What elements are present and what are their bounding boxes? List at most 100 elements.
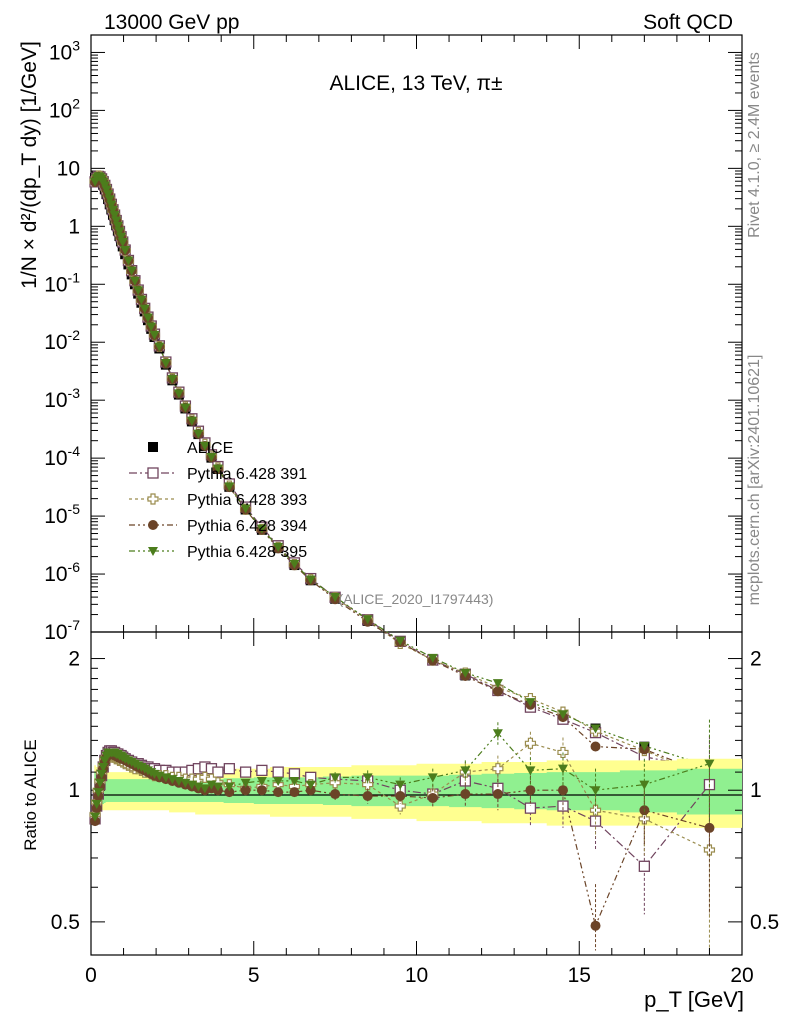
mc-point-3 [129,276,140,286]
mc-point-3 [492,679,503,689]
ratio-tick-label-right: 1 [750,779,762,802]
ratio-tick-label-right: 0.5 [750,911,779,934]
ratio-point-2 [590,920,601,931]
legend-label: Pythia 6.428 393 [187,492,307,509]
chart-title: ALICE, 13 TeV, π± [329,72,502,95]
ratio-point-3 [557,764,568,774]
mc-point-3 [639,741,650,751]
ratio-point-3 [427,773,438,783]
mc-point-3 [120,246,131,256]
mc-point-3 [136,295,147,305]
mc-point-3 [173,389,184,399]
ratio-point-2 [525,785,536,796]
mc-point-3 [111,216,122,226]
mc-point-3 [305,575,316,585]
legend-label: Pythia 6.428 391 [187,466,307,483]
ratio-point-0 [223,763,235,775]
y-tick-label: 10-4 [44,443,80,470]
mc-point-3 [590,724,601,734]
y-tick-label: 10 [57,157,80,180]
mc-point-3 [180,403,191,413]
y-tick-label: 103 [49,37,80,64]
main-data-points [90,170,715,775]
mc-point-3 [186,416,197,426]
ratio-point-0 [589,815,602,827]
ratio-point-3 [96,769,107,779]
mc-point-3 [212,464,223,474]
ratio-point-3 [94,778,105,788]
x-tick-label: 10 [405,964,428,987]
mcplots-label: mcplots.cern.ch [arXiv:2401.10621] [746,355,763,606]
ratio-point-1 [394,800,406,812]
mc-point-3 [160,358,171,368]
ratio-uncertainty-bands [94,758,743,828]
ratio-point-3 [590,786,601,796]
ratio-point-2 [224,787,235,798]
mc-point-3 [112,221,123,231]
mc-point-3 [167,374,178,384]
ratio-point-3 [240,778,251,788]
legend-marker [147,493,159,505]
mc-point-3 [224,482,235,492]
y-tick-label: 102 [49,95,80,122]
x-tick-label: 20 [730,964,753,987]
ratio-point-3 [639,780,650,790]
ratio-point-3 [525,766,536,776]
main-panel-frame [90,34,743,633]
mc-point-3 [460,668,471,678]
mc-point-3 [106,200,117,210]
ratio-tick-label: 1 [68,779,80,802]
mc-point-3 [273,542,284,552]
y-tick-label: 10-2 [44,327,80,354]
ratio-point-0 [638,860,650,872]
mc-point-3 [427,653,438,663]
mc-point-3 [123,256,134,266]
mc-point-3 [107,205,118,215]
legend-label: Pythia 6.428 395 [187,544,307,561]
ratio-point-2 [704,822,715,833]
ratio-point-3 [98,762,109,772]
header-right: Soft QCD [643,11,733,34]
y-tick-label: 10-3 [44,385,80,412]
ratio-point-2 [362,791,373,802]
header-left: 13000 GeV pp [104,11,239,34]
legend-label: ALICE [187,440,233,457]
ratio-point-3 [273,776,284,786]
legend-marker [148,547,158,556]
y-tick-label: 10-1 [44,269,80,296]
y-tick-label: 10-6 [44,559,80,586]
x-axis-label: p_T [GeV] [644,987,744,1012]
ratio-point-2 [557,785,568,796]
x-tick-label: 0 [85,964,97,987]
ratio-point-3 [704,759,715,769]
ratio-point-3 [289,776,300,786]
mc-point-3 [104,195,115,205]
ratio-point-2 [330,789,341,800]
ratio-point-1 [199,771,211,783]
ratio-point-2 [273,787,284,798]
y-tick-label: 1 [68,215,80,238]
mc-point-3 [240,504,251,514]
ratio-point-3 [199,784,210,794]
ratio-point-2 [492,789,503,800]
legend-marker [148,442,158,452]
mc-point-3 [154,342,165,352]
ratio-point-2 [256,785,267,796]
y-tick-label: 10-7 [44,617,80,644]
mc-point-3 [193,429,204,439]
ratio-y-axis-label: Ratio to ALICE [21,739,40,851]
mc-point-3 [139,304,150,314]
ratio-point-2 [427,792,438,803]
ratio-point-3 [224,782,235,792]
mc-point-3 [256,524,267,534]
mc-point-3 [133,286,144,296]
x-tick-label: 5 [248,964,260,987]
ratio-point-3 [93,788,104,798]
x-tick-label: 15 [568,964,591,987]
ratio-point-3 [90,812,101,822]
mc-point-3 [289,559,300,569]
ratio-point-3 [492,729,503,739]
mc-point-3 [116,232,127,242]
